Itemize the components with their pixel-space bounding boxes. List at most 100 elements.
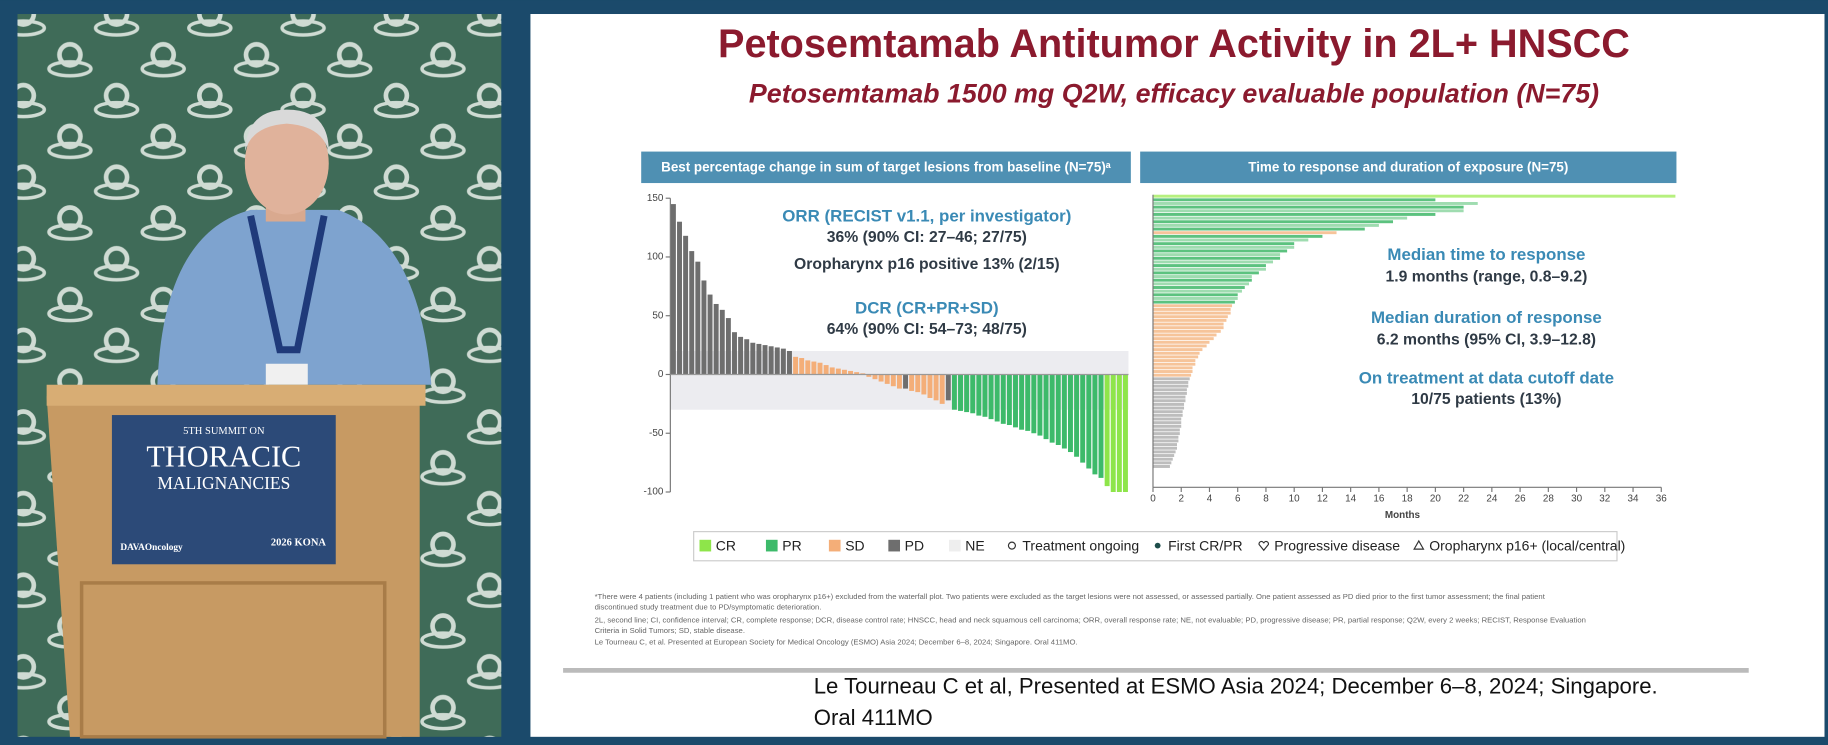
bar <box>1152 417 1182 421</box>
sign-event: 2026 KONA <box>271 538 326 549</box>
bar <box>1152 260 1274 264</box>
bar <box>1152 439 1179 443</box>
bar <box>1013 374 1018 428</box>
bar <box>909 374 915 391</box>
bar <box>1152 450 1176 454</box>
legend-label: Oropharynx p16+ (local/central) <box>1429 537 1625 553</box>
bar <box>1152 465 1170 468</box>
x-tick-label: 20 <box>1430 494 1442 505</box>
bar <box>1152 198 1436 202</box>
bar <box>1031 374 1037 434</box>
slide-title: Petosemtamab Antitumor Activity in 2L+ H… <box>718 22 1630 66</box>
bar <box>927 374 933 398</box>
chart-header <box>1140 151 1677 184</box>
bar <box>1152 362 1196 366</box>
bar <box>945 374 951 401</box>
bar <box>1152 395 1186 399</box>
bar <box>835 368 841 375</box>
bar <box>707 294 713 375</box>
bar <box>964 374 970 413</box>
bar <box>1000 374 1006 424</box>
legend-label: Progressive disease <box>1274 537 1400 553</box>
bar <box>689 251 695 375</box>
x-tick-label: 12 <box>1317 494 1328 505</box>
bar <box>1152 421 1182 425</box>
bar <box>1092 374 1098 475</box>
bar <box>951 374 957 410</box>
x-tick-label: 10 <box>1289 494 1301 505</box>
bar <box>677 221 682 375</box>
citation: Oral 411MO <box>814 705 933 730</box>
bar <box>1152 286 1245 289</box>
bar <box>1152 242 1295 246</box>
bar <box>1086 374 1092 469</box>
legend-label: CR <box>716 537 736 553</box>
bar <box>958 374 963 411</box>
bar <box>915 374 921 393</box>
y-tick-label: 0 <box>658 369 664 380</box>
legend-swatch <box>948 539 961 552</box>
bar <box>1152 275 1252 278</box>
bar <box>1152 271 1259 275</box>
bar <box>1152 443 1177 447</box>
bar <box>939 374 945 404</box>
bar <box>1152 399 1186 403</box>
bar <box>982 374 988 417</box>
footnote: Le Tourneau C, et al. Presented at Europ… <box>595 637 1078 646</box>
bar <box>860 373 866 375</box>
bar <box>1110 374 1116 492</box>
bar <box>1152 388 1187 392</box>
footnote: *There were 4 patients (including 1 pati… <box>595 592 1546 601</box>
x-tick-label: 14 <box>1345 494 1357 505</box>
bar <box>1152 322 1224 326</box>
bar <box>744 339 750 375</box>
bar <box>1152 337 1214 341</box>
bar <box>1152 326 1224 330</box>
bar <box>1152 202 1478 205</box>
legend-label: PD <box>905 537 924 553</box>
bar <box>1152 256 1281 260</box>
bar <box>1152 318 1227 322</box>
bar <box>1152 194 1676 198</box>
bar <box>1152 410 1183 414</box>
bar <box>848 370 854 375</box>
bar <box>1152 424 1182 428</box>
bar <box>1152 457 1173 461</box>
bar <box>725 318 731 375</box>
bar <box>695 261 701 375</box>
x-tick-label: 32 <box>1599 494 1610 505</box>
bar <box>780 348 786 375</box>
bar <box>970 374 976 414</box>
bar <box>1152 267 1266 271</box>
bar <box>1152 238 1309 242</box>
footnote: 2L, second line; CI, confidence interval… <box>595 615 1586 624</box>
annotation: 36% (90% CI: 27–46; 27/75) <box>827 229 1027 246</box>
bar <box>719 309 725 375</box>
bar <box>1152 344 1207 348</box>
y-tick-label: -100 <box>644 487 664 498</box>
bar <box>1061 374 1067 449</box>
annotation: 1.9 months (range, 0.8–9.2) <box>1386 269 1588 286</box>
bar <box>1152 216 1408 220</box>
bar <box>1152 293 1238 297</box>
bar <box>921 374 927 395</box>
bar <box>1152 223 1379 227</box>
chart-title: Best percentage change in sum of target … <box>661 159 1111 174</box>
x-tick-label: 18 <box>1402 494 1414 505</box>
bar <box>1152 212 1436 216</box>
x-tick-label: 2 <box>1178 494 1184 505</box>
bar <box>762 345 768 375</box>
bar <box>1104 374 1110 487</box>
bar <box>1152 413 1183 417</box>
legend-symbol <box>1154 542 1161 549</box>
bar <box>1152 384 1189 388</box>
y-tick-label: -50 <box>649 428 664 439</box>
legend-label: SD <box>845 537 864 553</box>
bar <box>1152 355 1199 359</box>
x-tick-label: 30 <box>1571 494 1583 505</box>
x-tick-label: 34 <box>1628 494 1640 505</box>
footnote: Criteria in Solid Tumors; SD, stable dis… <box>595 626 745 635</box>
legend-label: NE <box>965 537 984 553</box>
x-tick-label: 4 <box>1207 494 1213 505</box>
annotation: Median time to response <box>1387 245 1585 264</box>
